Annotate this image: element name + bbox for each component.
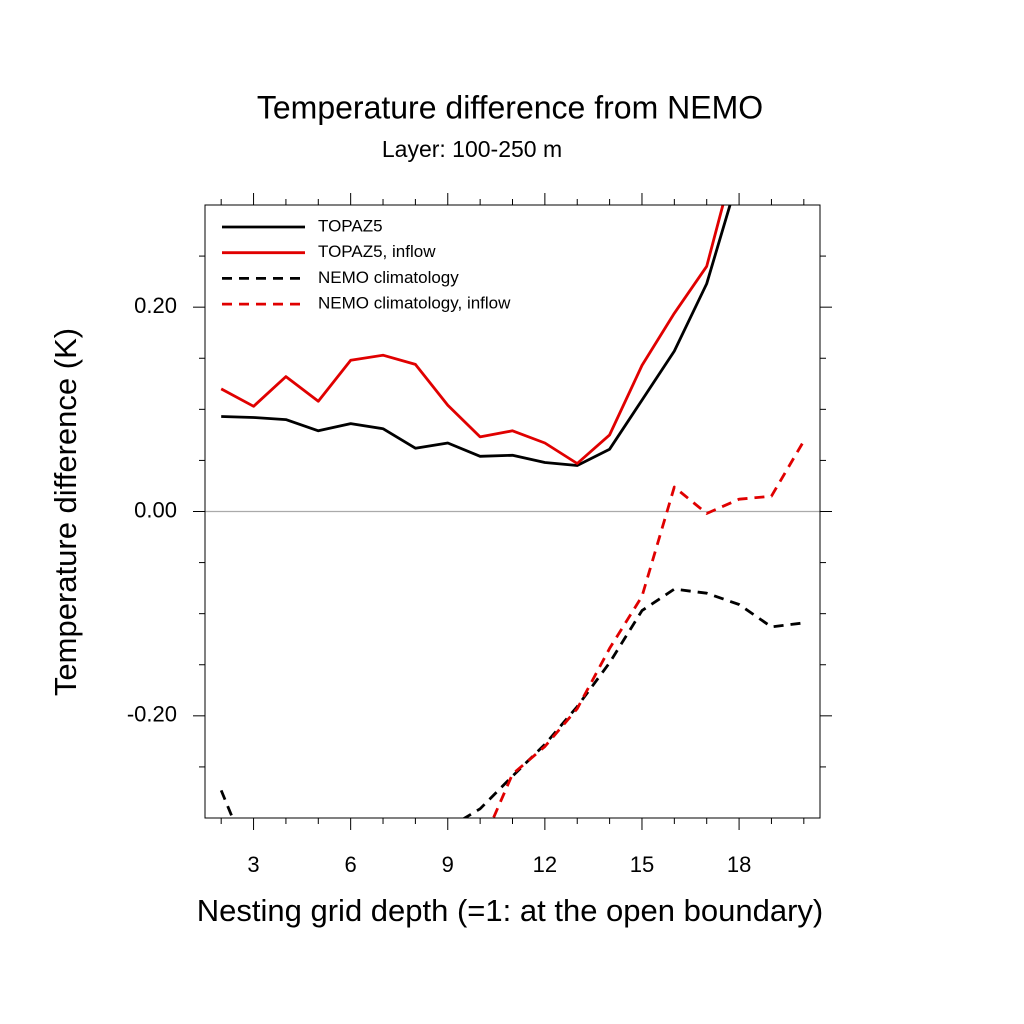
legend-label: TOPAZ5 xyxy=(318,216,383,235)
y-tick-label: 0.20 xyxy=(134,293,177,318)
x-tick-label: 12 xyxy=(533,852,557,877)
chart-title: Temperature difference from NEMO xyxy=(257,89,763,125)
x-tick-label: 6 xyxy=(345,852,357,877)
y-tick-label: -0.20 xyxy=(127,702,177,727)
y-axis-label: Temperature difference (K) xyxy=(48,328,83,696)
legend-label: TOPAZ5, inflow xyxy=(318,242,436,261)
x-tick-label: 15 xyxy=(630,852,654,877)
series-line xyxy=(219,587,804,818)
x-tick-label: 18 xyxy=(727,852,751,877)
legend-label: NEMO climatology, inflow xyxy=(318,294,511,313)
x-axis-label: Nesting grid depth (=1: at the open boun… xyxy=(197,893,823,928)
series-line xyxy=(220,205,725,465)
plot-frame xyxy=(204,204,821,819)
chart-subtitle: Layer: 100-250 m xyxy=(382,136,562,162)
x-tick-label: 3 xyxy=(247,852,259,877)
legend-label: NEMO climatology xyxy=(318,268,459,287)
y-tick-label: 0.00 xyxy=(134,497,177,522)
plot-lines xyxy=(219,205,806,818)
series-line xyxy=(221,205,732,467)
series-line xyxy=(491,440,806,818)
x-tick-label: 9 xyxy=(442,852,454,877)
